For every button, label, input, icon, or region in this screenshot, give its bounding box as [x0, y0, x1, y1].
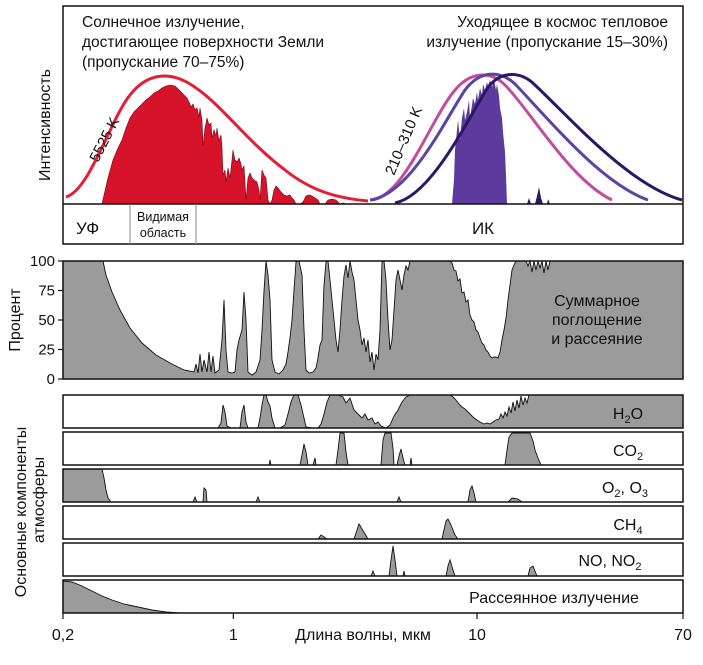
h2o-area [63, 394, 684, 429]
h2o-label: H2O [613, 406, 643, 426]
components-axis-label-2: атмосферы [31, 457, 48, 543]
ir-title-line-2: излучение (пропускание 15–30%) [426, 34, 668, 51]
x-axis-label: Длина волны, мкм [295, 627, 431, 644]
percent-tick-label: 25 [38, 342, 55, 359]
band-ir-label: ИК [472, 219, 494, 238]
co2-label: CO2 [613, 443, 643, 463]
x-tick-label: 1 [229, 627, 238, 644]
total-label-line-2: поглощение [552, 312, 642, 329]
components-panel: H2O CO2 O2, O3 CH4 NO, NO2 [13, 394, 684, 614]
ir-spectrum-tail [527, 187, 550, 204]
x-tick-label: 10 [468, 627, 486, 644]
band-visible-label-1: Видимая [137, 210, 189, 224]
x-tick-label: 70 [674, 627, 692, 644]
scattering-strip: Рассеянное излучение [62, 579, 684, 614]
percent-tick-label: 50 [38, 312, 55, 329]
percent-ticks: 0 25 50 75 100 [30, 253, 63, 388]
ir-blackbody-curve-cold [394, 73, 683, 205]
ir-title-line-1: Уходящее в космос тепловое [457, 14, 668, 31]
percent-tick-label: 0 [47, 371, 55, 388]
no-no2-label: NO, NO2 [578, 553, 641, 573]
ir-temperature-label: 210–310 K [382, 104, 426, 177]
no-no2-frame [62, 542, 684, 577]
band-uv-label: УФ [76, 219, 99, 238]
co2-frame [62, 431, 684, 466]
ch4-label: CH4 [613, 517, 642, 537]
radiation-panel: Солнечное излучение, достигающее поверхн… [37, 5, 684, 245]
h2o-frame [62, 394, 684, 429]
percent-tick-label: 75 [38, 283, 55, 300]
ch4-area [63, 518, 683, 540]
total-absorption-area [62, 259, 684, 380]
solar-blackbody-curve [65, 74, 369, 203]
scattering-frame [62, 579, 684, 614]
ch4-frame [62, 505, 684, 540]
intensity-axis-label: Интенсивность [37, 69, 54, 181]
percent-axis-label: Процент [7, 288, 24, 352]
total-label-line-3: и рассеяние [551, 331, 643, 348]
co2-strip: CO2 [62, 431, 684, 466]
scattering-area [62, 580, 181, 614]
x-tick-label: 0,2 [52, 627, 74, 644]
o2-o3-strip: O2, O3 [62, 468, 684, 503]
solar-title-line-2: достигающее поверхности Земли [82, 34, 324, 51]
o2-o3-frame [62, 468, 684, 503]
o2-o3-area [62, 468, 683, 503]
band-visible-label-2: область [140, 226, 186, 240]
x-axis: Длина волны, мкм 0,2 1 10 70 [52, 613, 692, 644]
co2-area [63, 432, 683, 466]
components-axis-label-1: Основные компоненты [13, 427, 30, 597]
ch4-strip: CH4 [62, 505, 684, 540]
percent-tick-label: 100 [30, 253, 55, 270]
total-absorption-panel: Суммарное поглощение и рассеяние Процент… [7, 253, 684, 388]
o2-o3-label: O2, O3 [602, 480, 648, 500]
ir-blackbody-curve-mid [369, 72, 649, 202]
ir-spectrum-area [452, 79, 507, 204]
no-no2-strip: NO, NO2 [62, 542, 684, 577]
scattering-label: Рассеянное излучение [469, 590, 639, 607]
h2o-strip: H2O [62, 394, 684, 429]
solar-title-line-1: Солнечное излучение, [82, 14, 245, 31]
radiation-frame [62, 5, 684, 245]
ir-blackbody-curve-warm [371, 73, 613, 202]
total-label-line-1: Суммарное [554, 293, 640, 310]
solar-title-line-3: (пропускание 70–75%) [82, 54, 244, 71]
